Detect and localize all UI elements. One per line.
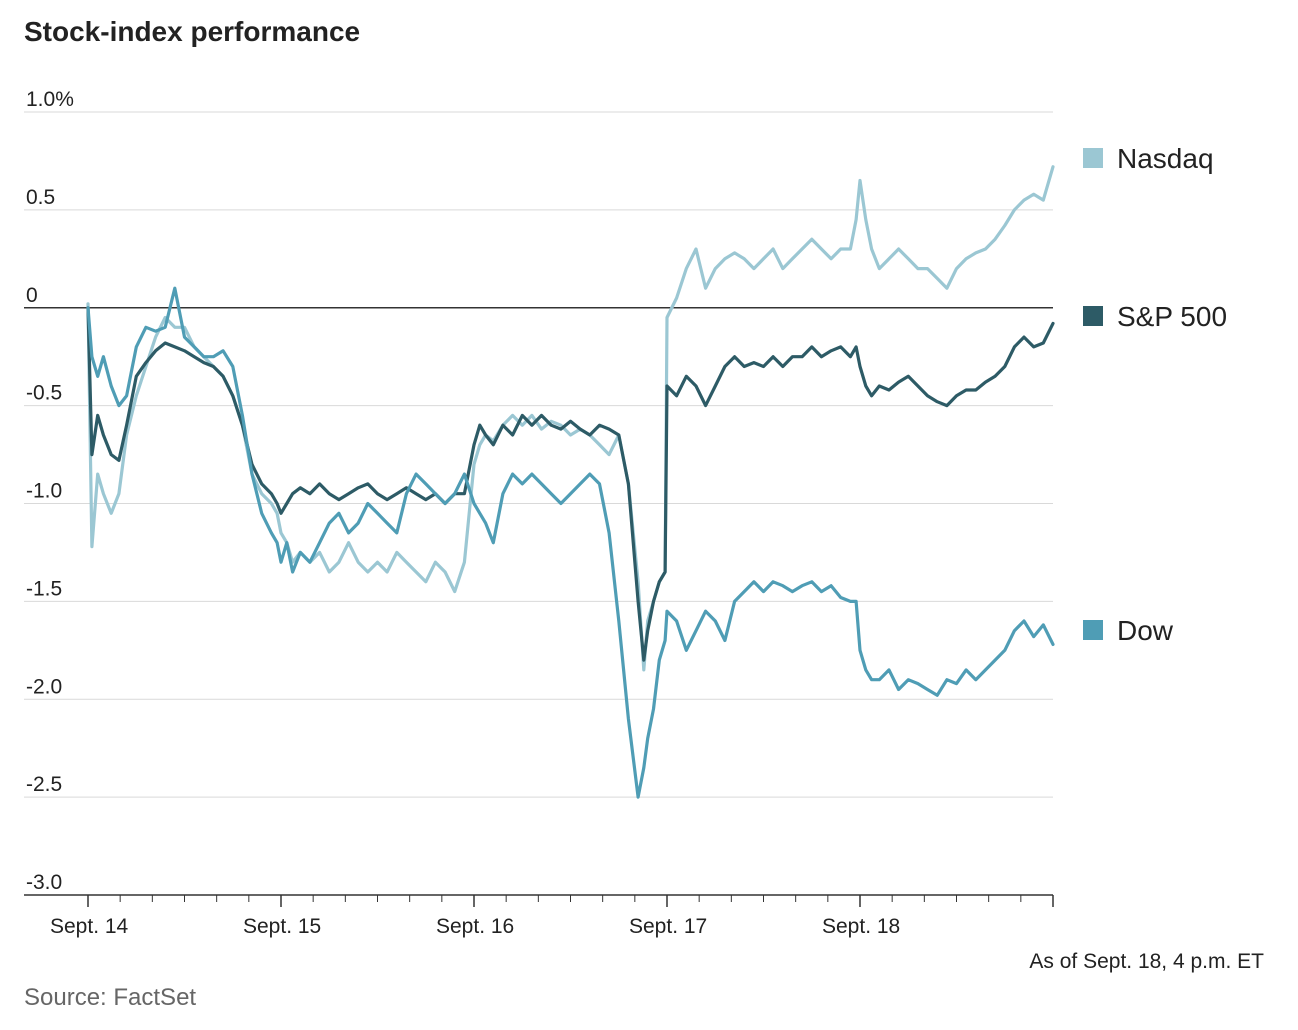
legend: Nasdaq S&P 500 Dow [1083, 143, 1227, 646]
y-tick-label: -2.5 [26, 773, 62, 796]
legend-label: Dow [1117, 615, 1174, 646]
series-lines [86, 165, 1055, 799]
y-tick-label: 1.0% [26, 88, 74, 111]
y-tick-label: -3.0 [26, 871, 62, 894]
y-tick-label: -1.0 [26, 480, 62, 503]
series-line-s-p-500 [86, 306, 1055, 662]
y-tick-label: -2.0 [26, 675, 62, 698]
x-tick-label: Sept. 14 [50, 915, 129, 938]
chart-title: Stock-index performance [24, 16, 361, 47]
y-tick-label: -0.5 [26, 382, 62, 405]
x-tick-label: Sept. 15 [243, 915, 321, 938]
timestamp-note: As of Sept. 18, 4 p.m. ET [1029, 950, 1264, 973]
legend-swatch [1083, 148, 1103, 168]
y-axis-ticks: 1.0% 0.5 0 -0.5 -1.0 -1.5 -2.0 -2.5 -3.0 [26, 88, 74, 894]
series-line-dow [86, 286, 1055, 799]
legend-swatch [1083, 306, 1103, 326]
source-note: Source: FactSet [24, 984, 197, 1011]
x-axis: Sept. 14 Sept. 15 Sept. 16 Sept. 17 Sept. 18 [50, 895, 1054, 938]
y-tick-label: 0.5 [26, 186, 55, 209]
legend-swatch [1083, 620, 1103, 640]
x-tick-label: Sept. 16 [436, 915, 514, 938]
y-tick-label: 0 [26, 284, 38, 307]
x-tick-label: Sept. 18 [822, 915, 900, 938]
legend-label: Nasdaq [1117, 143, 1214, 174]
series-line-nasdaq [86, 165, 1055, 672]
gridlines [24, 111, 1053, 896]
x-tick-label: Sept. 17 [629, 915, 707, 938]
y-tick-label: -1.5 [26, 577, 62, 600]
legend-label: S&P 500 [1117, 301, 1227, 332]
